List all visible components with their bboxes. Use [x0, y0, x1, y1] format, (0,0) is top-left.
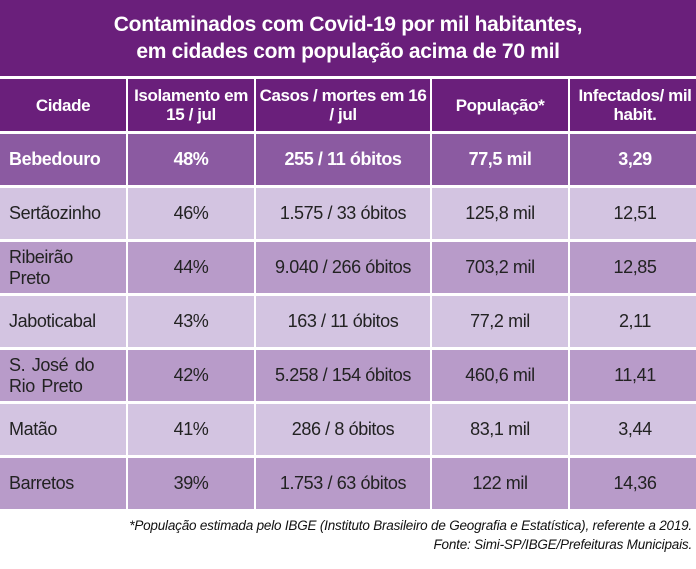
table-row: Matão 41% 286 / 8 óbitos 83,1 mil 3,44 — [0, 404, 696, 455]
table-row: Ribeirão Preto 44% 9.040 / 266 óbitos 703,2… — [0, 242, 696, 293]
data-table: Cidade Isolamento em 15 / jul Casos / mort… — [0, 76, 696, 512]
header-row: Cidade Isolamento em 15 / jul Casos / mort… — [0, 79, 696, 131]
cell-casos: 255 / 11 óbitos — [256, 134, 430, 185]
cell-cidade: Matão — [0, 404, 126, 455]
cell-casos: 9.040 / 266 óbitos — [256, 242, 430, 293]
cell-casos: 1.575 / 33 óbitos — [256, 188, 430, 239]
cell-isolamento: 46% — [128, 188, 254, 239]
cell-casos: 163 / 11 óbitos — [256, 296, 430, 347]
table-row: Jaboticabal 43% 163 / 11 óbitos 77,2 mil 2,1… — [0, 296, 696, 347]
cell-cidade: Bebedouro — [0, 134, 126, 185]
cell-isolamento: 43% — [128, 296, 254, 347]
footnote: *População estimada pelo IBGE (Instituto… — [129, 518, 692, 533]
cell-isolamento: 44% — [128, 242, 254, 293]
cell-cidade: Sertãozinho — [0, 188, 126, 239]
cell-infectados: 2,11 — [570, 296, 696, 347]
cell-infectados: 12,51 — [570, 188, 696, 239]
cell-infectados: 3,29 — [570, 134, 696, 185]
cell-isolamento: 41% — [128, 404, 254, 455]
column-header: Infectados/ mil habit. — [570, 79, 696, 131]
cell-casos: 1.753 / 63 óbitos — [256, 458, 430, 509]
cell-populacao: 122 mil — [432, 458, 568, 509]
cell-casos: 286 / 8 óbitos — [256, 404, 430, 455]
column-header: Isolamento em 15 / jul — [128, 79, 254, 131]
cell-isolamento: 42% — [128, 350, 254, 401]
source: Fonte: Simi-SP/IBGE/Prefeituras Municipa… — [433, 537, 693, 552]
cell-populacao: 460,6 mil — [432, 350, 568, 401]
table-row: S. José do Rio Preto 42% 5.258 / 154 óbito… — [0, 350, 696, 401]
column-header: População* — [432, 79, 568, 131]
cell-populacao: 77,5 mil — [432, 134, 568, 185]
cell-isolamento: 39% — [128, 458, 254, 509]
table-row: Barretos 39% 1.753 / 63 óbitos 122 mil 14,36 — [0, 458, 696, 509]
cell-populacao: 703,2 mil — [432, 242, 568, 293]
cell-isolamento: 48% — [128, 134, 254, 185]
column-header: Casos / mortes em 16 / jul — [256, 79, 430, 131]
cell-cidade: Barretos — [0, 458, 126, 509]
table-row: Bebedouro 48% 255 / 11 óbitos 77,5 mil 3,29 — [0, 134, 696, 185]
title-line-1: Contaminados com Covid-19 por mil habita… — [113, 13, 583, 36]
table-row: Sertãozinho 46% 1.575 / 33 óbitos 125,8 mil… — [0, 188, 696, 239]
title-line-2: em cidades com população acima de 70 mil — [136, 40, 560, 63]
cell-cidade: S. José do Rio Preto — [0, 350, 126, 401]
cell-populacao: 77,2 mil — [432, 296, 568, 347]
cell-infectados: 3,44 — [570, 404, 696, 455]
table-title: Contaminados com Covid-19 por mil habita… — [0, 0, 696, 76]
cell-infectados: 11,41 — [570, 350, 696, 401]
footer: *População estimada pelo IBGE (Instituto… — [0, 516, 696, 554]
cell-populacao: 125,8 mil — [432, 188, 568, 239]
cell-cidade: Ribeirão Preto — [0, 242, 126, 293]
cell-cidade: Jaboticabal — [0, 296, 126, 347]
cell-infectados: 12,85 — [570, 242, 696, 293]
cell-casos: 5.258 / 154 óbitos — [256, 350, 430, 401]
cell-infectados: 14,36 — [570, 458, 696, 509]
cell-populacao: 83,1 mil — [432, 404, 568, 455]
column-header: Cidade — [0, 79, 126, 131]
